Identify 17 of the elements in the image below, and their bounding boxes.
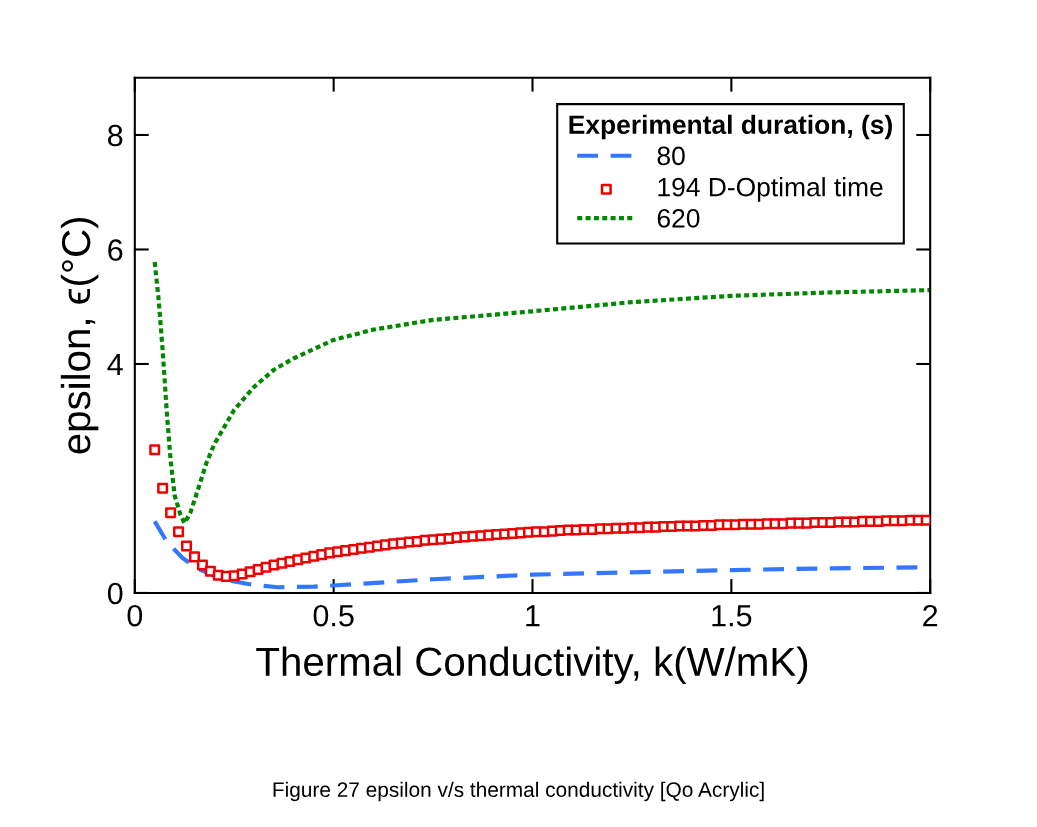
y-axis-title: epsilon, ϵ(°C)	[60, 217, 99, 454]
x-tick-label: 0.5	[313, 604, 354, 627]
y-tick-label: 0	[107, 582, 123, 605]
y-tick-label: 6	[108, 239, 123, 261]
legend-title: Experimental duration, (s)	[569, 114, 892, 140]
legend-label: 194 D-Optimal time	[658, 177, 883, 202]
y-tick-label: 8	[108, 124, 123, 147]
x-axis-title: Thermal Conductivity, k(W/mK)	[256, 646, 808, 684]
line-series	[152, 259, 931, 526]
caption: Figure 27 epsilon v/s thermal conductivity [Qo Acrylic]	[273, 781, 764, 802]
x-tick-label: 0	[127, 604, 143, 627]
x-tick-label: 2	[923, 604, 938, 627]
legend-label: 620	[657, 208, 700, 228]
x-tick-label: 1.5	[712, 605, 752, 627]
legend-label: 80	[657, 146, 685, 166]
y-tick-label: 4	[107, 354, 123, 376]
x-tick-label: 1	[526, 605, 540, 627]
